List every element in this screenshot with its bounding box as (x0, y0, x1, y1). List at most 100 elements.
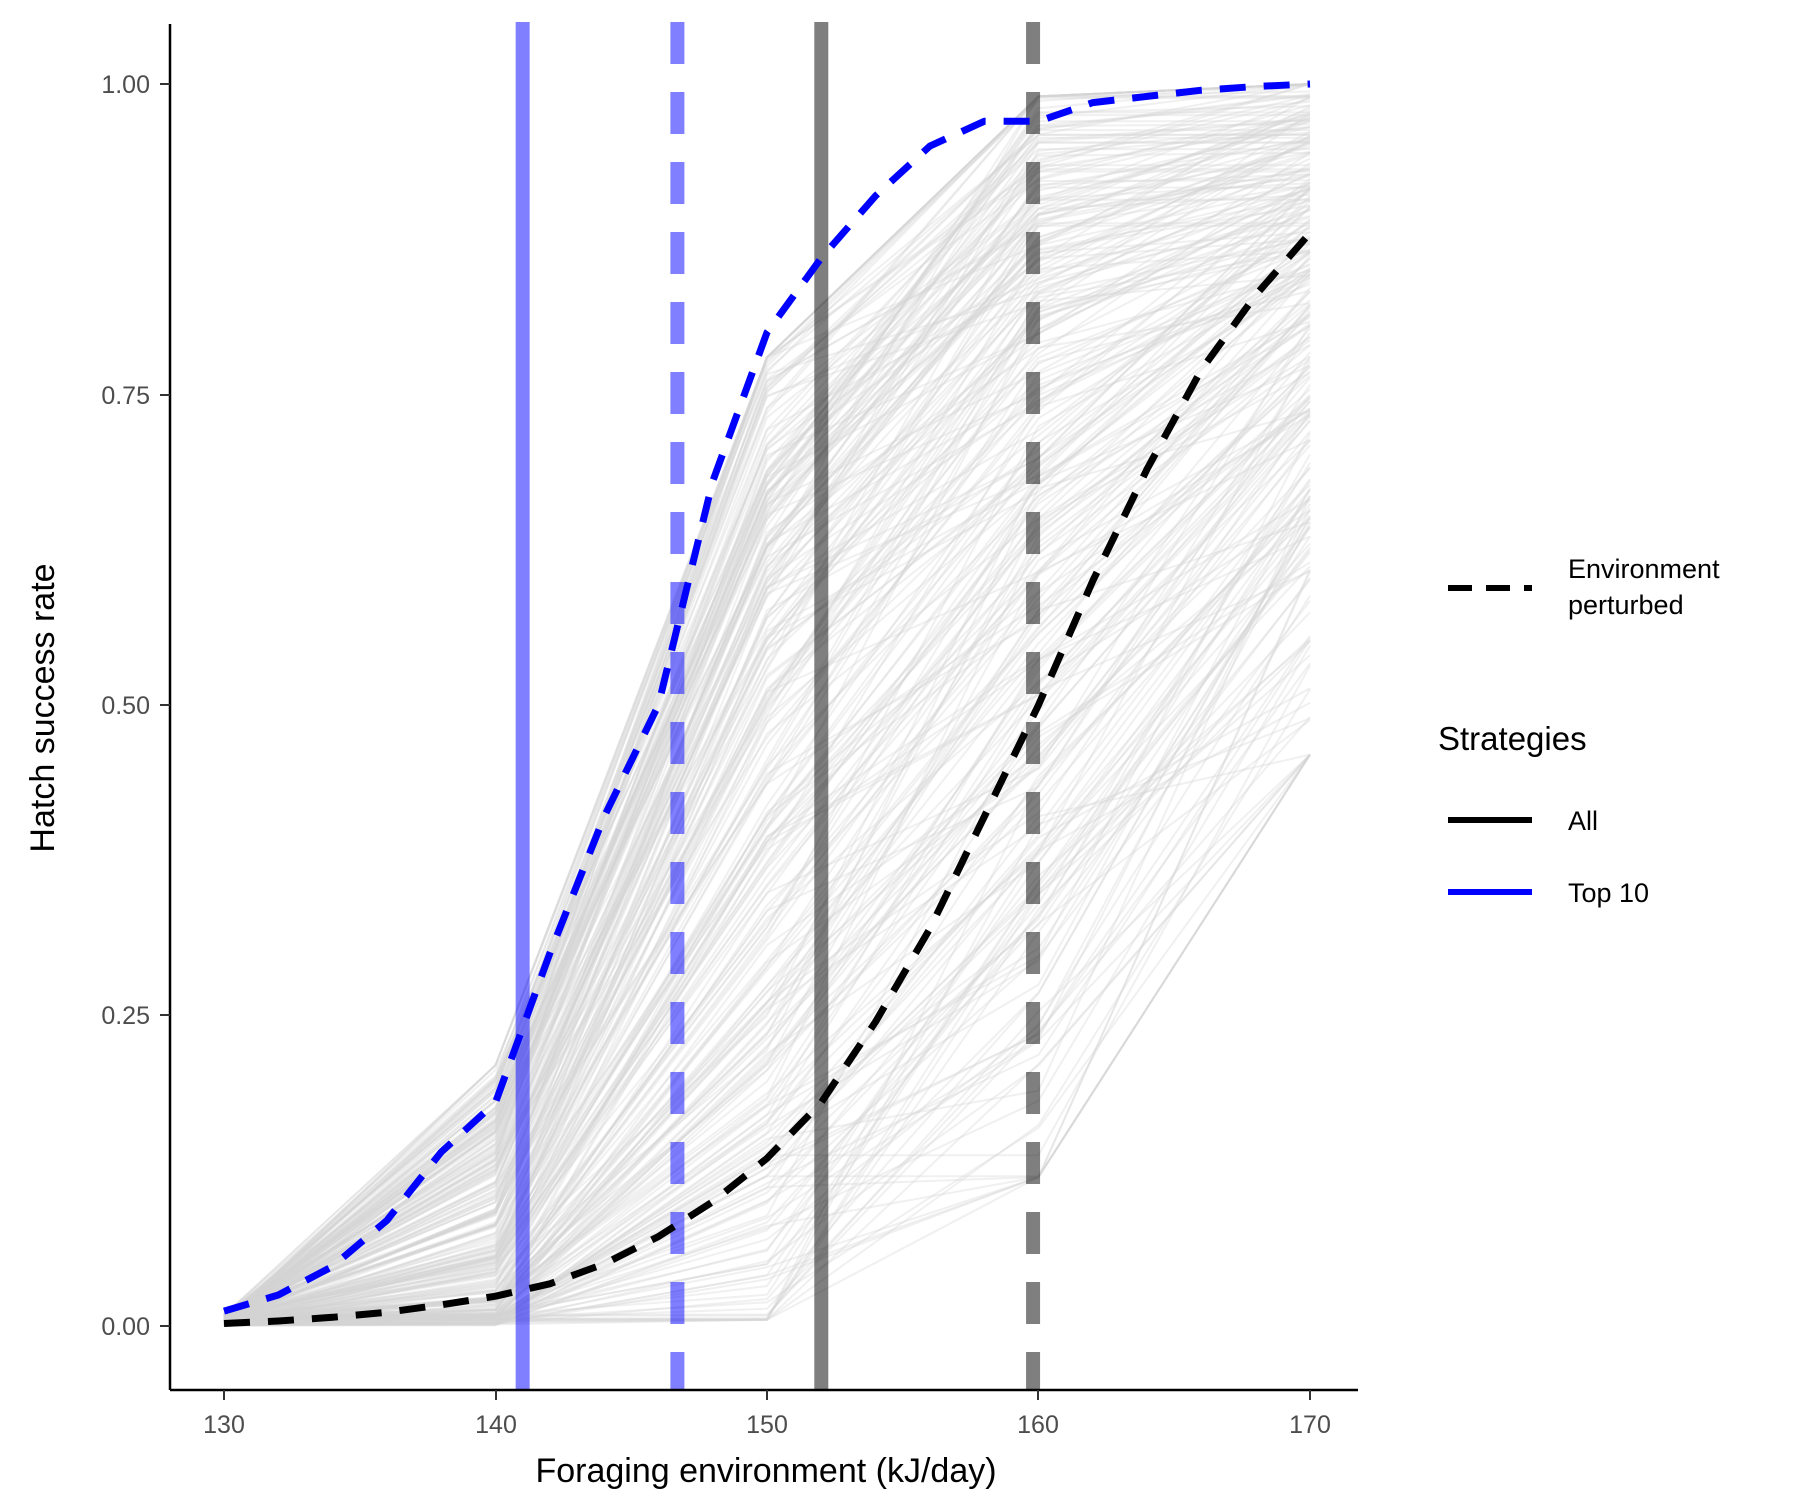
y-tick: 0.00 (101, 1313, 170, 1341)
y-tick-label: 0.00 (101, 1313, 150, 1341)
background-strategy-line (223, 230, 1311, 1318)
background-strategy-line (223, 136, 1311, 1326)
y-ticks: 0.00 0.25 0.50 0.75 1.00 (101, 71, 170, 1341)
background-strategy-line (223, 188, 1311, 1315)
background-strategy-line (224, 495, 1311, 1317)
background-strategy-line (223, 111, 1310, 1319)
background-strategy-line (223, 135, 1311, 1321)
background-strategy-line (223, 263, 1311, 1318)
background-strategy-line (224, 527, 1311, 1326)
background-strategy-line (223, 276, 1311, 1326)
background-strategy-line (223, 577, 1311, 1327)
background-strategy-line (223, 243, 1311, 1325)
background-strategy-line (224, 497, 1311, 1322)
background-strategy-line (223, 133, 1310, 1316)
background-strategy-line (223, 487, 1311, 1324)
background-strategy-line (223, 240, 1311, 1322)
legend-label-top10: Top 10 (1568, 878, 1649, 908)
background-strategy-line (223, 153, 1311, 1320)
background-strategy-line (224, 453, 1311, 1319)
y-tick-label: 1.00 (101, 71, 150, 99)
background-strategy-line (223, 209, 1311, 1322)
background-strategy-line (224, 716, 1311, 1316)
legend-linetype: Environment perturbed (1448, 554, 1720, 620)
background-strategy-line (223, 314, 1311, 1317)
background-strategy-line (223, 83, 1311, 1317)
background-strategy-line (223, 208, 1311, 1320)
background-strategy-line (223, 407, 1311, 1316)
background-strategy-line (223, 238, 1311, 1321)
background-strategy-line (223, 83, 1311, 1325)
background-strategy-line (223, 325, 1311, 1321)
background-strategy-line (223, 366, 1311, 1319)
y-tick: 0.75 (101, 382, 170, 410)
background-strategy-line (223, 344, 1311, 1323)
background-strategy-line (224, 754, 1311, 1318)
background-strategy-line (223, 170, 1310, 1321)
background-strategy-line (224, 754, 1311, 1324)
background-strategy-line (223, 277, 1311, 1318)
background-strategy-line (223, 150, 1311, 1317)
background-strategy-line (223, 184, 1311, 1317)
background-strategy-line (224, 637, 1311, 1321)
background-strategy-line (223, 412, 1311, 1327)
background-strategy-line (223, 198, 1311, 1318)
x-tick-label: 160 (1017, 1411, 1059, 1439)
background-strategy-line (223, 197, 1311, 1327)
background-strategy-line (223, 136, 1310, 1320)
background-strategy-line (223, 175, 1311, 1319)
background-strategy-line (223, 186, 1311, 1320)
x-tick: 140 (475, 1390, 517, 1439)
background-strategy-line (223, 396, 1311, 1324)
background-strategy-line (223, 83, 1311, 1326)
background-strategy-line (223, 355, 1311, 1321)
background-strategy-line (224, 489, 1311, 1318)
background-strategy-line (223, 570, 1311, 1327)
background-strategy-line (223, 173, 1311, 1325)
background-strategy-line (224, 600, 1311, 1327)
background-strategy-line (223, 83, 1311, 1322)
background-strategy-line (223, 274, 1311, 1318)
background-strategy-line (224, 754, 1311, 1321)
background-strategy-line (223, 240, 1311, 1315)
series-line-top-10 (223, 80, 1311, 1315)
background-strategy-line (223, 242, 1311, 1315)
background-strategy-line (223, 198, 1310, 1324)
background-strategy-line (223, 507, 1311, 1327)
background-strategy-line (223, 119, 1311, 1319)
background-strategy-line (223, 162, 1311, 1317)
background-strategy-line (223, 409, 1311, 1319)
y-tick-label: 0.75 (101, 382, 150, 410)
x-axis-title: Foraging environment (kJ/day) (535, 1452, 996, 1490)
background-strategy-line (223, 320, 1311, 1327)
background-strategy-line (223, 399, 1311, 1317)
background-strategy-line (223, 250, 1311, 1319)
background-strategy-line (223, 250, 1311, 1326)
background-strategy-line (223, 191, 1311, 1317)
background-strategy-line (223, 83, 1311, 1323)
background-strategy-line (224, 514, 1311, 1316)
background-strategy-line (224, 568, 1311, 1325)
background-strategy-line (223, 97, 1310, 1321)
background-strategy-line (223, 141, 1310, 1327)
background-strategy-line (223, 129, 1310, 1317)
background-strategy-line (223, 118, 1311, 1326)
background-strategy-line (224, 701, 1311, 1318)
background-strategy-line (223, 438, 1311, 1325)
background-strategy-line (224, 662, 1311, 1321)
background-strategy-line (223, 83, 1311, 1318)
background-strategy-line (223, 216, 1311, 1318)
background-strategy-line (223, 351, 1311, 1324)
background-strategy-line (223, 206, 1311, 1325)
background-strategy-line (224, 754, 1311, 1322)
background-strategy-line (223, 185, 1311, 1319)
background-strategy-line (223, 302, 1311, 1323)
legend-item-all: All (1448, 806, 1598, 836)
background-strategy-line (223, 272, 1311, 1317)
background-strategy-line (223, 478, 1311, 1322)
x-tick: 150 (746, 1390, 788, 1439)
background-strategy-line (224, 510, 1311, 1318)
x-tick-label: 130 (203, 1411, 245, 1439)
background-strategy-line (223, 189, 1311, 1322)
background-strategy-line (223, 165, 1311, 1321)
